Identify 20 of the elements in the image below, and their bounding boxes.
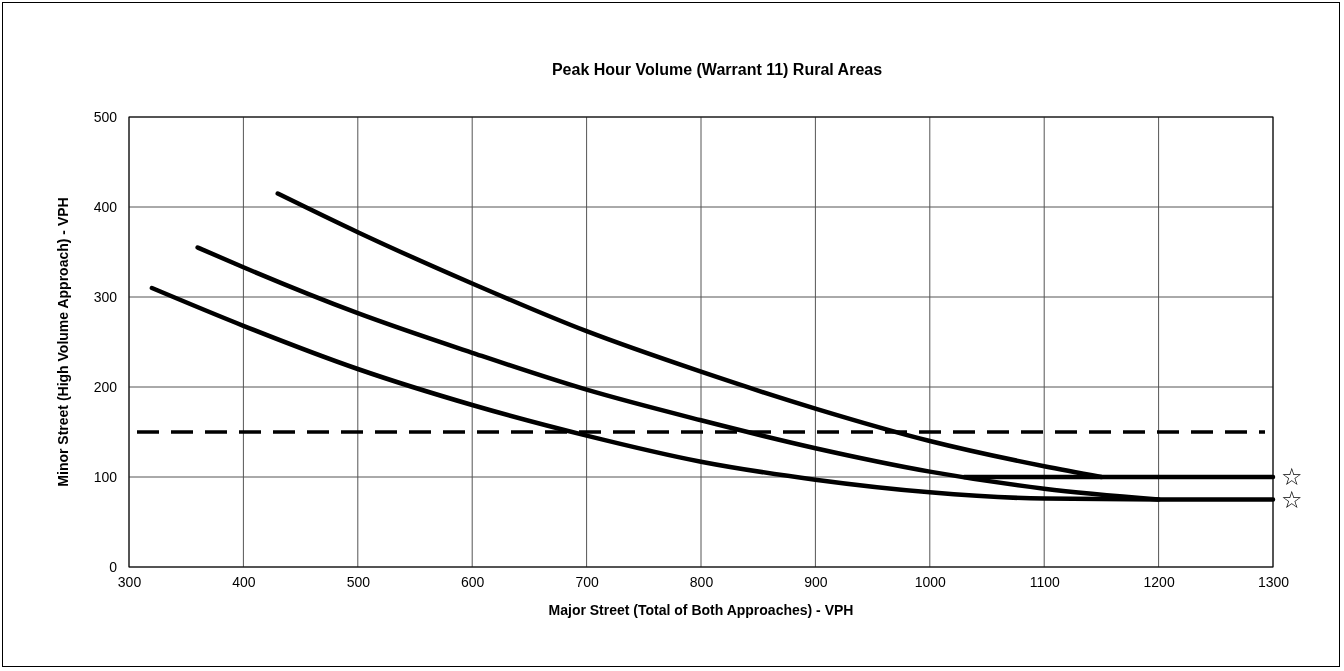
y-tick-label: 300: [93, 288, 118, 305]
x-axis-title: Major Street (Total of Both Approaches) - VPH: [548, 602, 854, 618]
x-tick-label: 1200: [1143, 573, 1175, 590]
y-tick-label: 200: [93, 378, 118, 395]
x-tick-label: 400: [232, 573, 256, 590]
x-tick-label: 800: [689, 573, 714, 590]
chart-title: Peak Hour Volume (Warrant 11) Rural Areas: [551, 61, 883, 78]
x-tick-label: 700: [575, 573, 599, 590]
x-tick-label: 1100: [1029, 573, 1060, 590]
x-tick-label: 300: [117, 573, 142, 590]
y-tick-label: 0: [109, 558, 118, 575]
y-tick-label: 500: [93, 108, 118, 125]
y-axis-title: Minor Street (High Volume Approach) - VPH: [55, 197, 71, 487]
x-tick-label: 900: [804, 573, 828, 590]
y-tick-label: 100: [93, 468, 118, 485]
x-tick-label: 600: [461, 573, 485, 590]
x-tick-label: 500: [346, 573, 371, 590]
x-tick-label: 1000: [914, 573, 947, 590]
y-tick-label: 400: [93, 198, 118, 215]
x-tick-label: 1300: [1257, 573, 1290, 590]
